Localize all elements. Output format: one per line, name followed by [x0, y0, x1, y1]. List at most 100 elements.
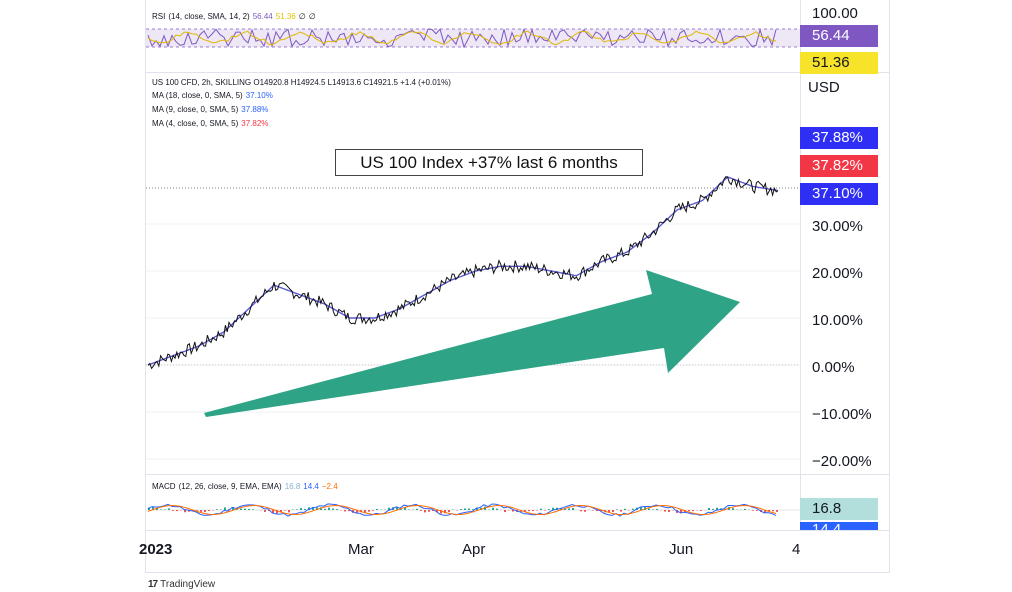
macd-histogram-bar [176, 510, 178, 512]
macd-histogram-bar [544, 510, 546, 511]
price-axis-divider [800, 0, 801, 530]
annotation-title: US 100 Index +37% last 6 months [335, 149, 643, 176]
macd-histogram-bar [612, 510, 614, 513]
macd-histogram-bar [372, 510, 374, 511]
ma9-value-tag: 37.88% [800, 127, 878, 149]
rsi-sma-tag: 51.36 [800, 52, 878, 74]
ma-legend-3-label: MA (4, close, 0, SMA, 5) [152, 119, 239, 128]
macd-legend: MACD (12, 26, close, 9, EMA, EMA) 16.8 14.4… [152, 482, 341, 491]
y-tick-label: −20.00% [812, 453, 872, 470]
macd-histogram-bar [768, 510, 770, 512]
price-series-line [147, 176, 779, 370]
macd-histogram-bar [468, 508, 470, 510]
rsi-axis-top-label: 100.00 [812, 5, 858, 22]
rsi-legend: RSI (14, close, SMA, 14, 2) 56.44 51.36 ∅ ∅ [152, 12, 319, 21]
macd-signal-tag: 14.4 [800, 522, 878, 530]
tradingview-logo-text: TradingView [160, 579, 216, 590]
macd-histogram-bar [400, 509, 402, 510]
macd-histogram-bar [320, 507, 322, 510]
macd-histogram-bar [168, 508, 170, 510]
macd-histogram-bar [360, 510, 362, 513]
macd-histogram-bar [580, 510, 582, 512]
rsi-legend-name: RSI [152, 12, 166, 21]
macd-histogram-bar [584, 510, 586, 512]
macd-histogram-bar [216, 509, 218, 510]
macd-histogram-bar [460, 509, 462, 510]
rsi-legend-value-2: 51.36 [275, 12, 296, 21]
rsi-pane-divider [145, 72, 890, 73]
macd-histogram-bar [752, 510, 754, 511]
macd-histogram-bar [552, 507, 554, 510]
ma-legend-2: MA (9, close, 0, SMA, 5) 37.88% [152, 105, 271, 114]
ma4-value-tag: 37.82% [800, 155, 878, 177]
macd-histogram-bar [624, 508, 626, 510]
macd-histogram-bar [284, 510, 286, 511]
macd-histogram-bar [420, 510, 422, 511]
macd-histogram-bar [208, 510, 210, 511]
macd-histogram-bar [692, 510, 694, 512]
macd-histogram-bar [440, 510, 442, 514]
macd-histogram-bar [600, 510, 602, 512]
macd-histogram-bar [596, 510, 598, 512]
macd-histogram-bar [448, 510, 450, 513]
macd-histogram-bar [324, 508, 326, 510]
macd-histogram-bar [560, 508, 562, 510]
x-tick-label: 4 [792, 541, 801, 558]
macd-histogram-bar [432, 510, 434, 512]
macd-histogram-bar [200, 510, 202, 512]
macd-histogram-bar [288, 510, 290, 513]
currency-label: USD [808, 79, 840, 96]
y-tick-label: 0.00% [812, 359, 855, 376]
time-axis-divider [145, 530, 890, 531]
macd-histogram-bar [264, 510, 266, 512]
macd-histogram-bar [356, 510, 358, 514]
macd-histogram-bar [272, 510, 274, 514]
macd-histogram-bar [524, 510, 526, 513]
macd-histogram-bar [240, 508, 242, 510]
macd-histogram-bar [608, 510, 610, 513]
rsi-legend-value-3: ∅ [298, 12, 306, 21]
macd-signal-line [147, 504, 777, 516]
macd-histogram-bar [224, 507, 226, 510]
macd-histogram-bar [564, 508, 566, 510]
macd-histogram-bar [716, 507, 718, 510]
macd-histogram-bar [156, 508, 158, 510]
macd-histogram-bar [160, 509, 162, 510]
macd-histogram-bar [776, 510, 778, 512]
macd-histogram-bar [540, 508, 542, 510]
macd-histogram-bar [648, 508, 650, 510]
macd-histogram-bar [404, 507, 406, 510]
ma-legend-3: MA (4, close, 0, SMA, 5) 37.82% [152, 119, 271, 128]
macd-histogram-bar [304, 508, 306, 510]
x-tick-label: Apr [462, 541, 486, 558]
macd-histogram-bar [296, 509, 298, 510]
macd-histogram-bar [504, 510, 506, 513]
macd-value-tag: 16.8 [800, 498, 878, 520]
macd-histogram-bar [236, 509, 238, 510]
rsi-legend-value-4: ∅ [308, 12, 316, 21]
macd-histogram-bar [632, 508, 634, 510]
macd-histogram-bar [196, 510, 198, 511]
macd-histogram-bar [332, 508, 334, 510]
macd-histogram-bar [640, 506, 642, 510]
ma-legend-3-value: 37.82% [241, 119, 269, 128]
macd-histogram-bar [496, 508, 498, 510]
macd-histogram-bar [700, 510, 702, 511]
macd-histogram-bar [344, 510, 346, 512]
macd-histogram-bar [416, 508, 418, 510]
macd-plot [146, 503, 800, 517]
macd-pane-divider [145, 474, 890, 475]
macd-histogram-bar [512, 510, 514, 512]
macd-histogram-bar [312, 506, 314, 510]
macd-histogram-bar [668, 510, 670, 512]
macd-histogram-bar [368, 510, 370, 512]
rsi-sma-line [147, 30, 776, 46]
macd-histogram-bar [572, 507, 574, 510]
ma-legend-1: MA (18, close, 0, SMA, 5) 37.10% [152, 91, 276, 100]
macd-histogram-bar [764, 510, 766, 514]
macd-histogram-bar [184, 510, 186, 513]
ma-legend-2-value: 37.88% [241, 105, 269, 114]
rsi-line [147, 27, 777, 49]
macd-histogram-bar [248, 508, 250, 510]
macd-histogram-bar [204, 510, 206, 513]
